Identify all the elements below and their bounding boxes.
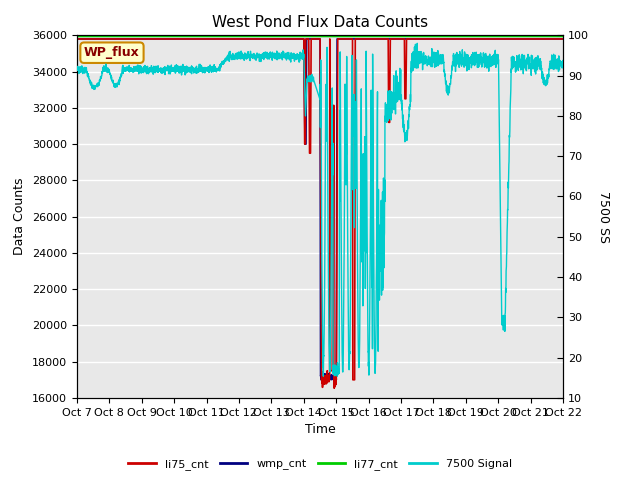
Legend: li75_cnt, wmp_cnt, li77_cnt, 7500 Signal: li75_cnt, wmp_cnt, li77_cnt, 7500 Signal (124, 455, 516, 474)
X-axis label: Time: Time (305, 423, 335, 436)
Text: WP_flux: WP_flux (84, 46, 140, 59)
Y-axis label: 7500 SS: 7500 SS (597, 191, 610, 242)
Title: West Pond Flux Data Counts: West Pond Flux Data Counts (212, 15, 428, 30)
Y-axis label: Data Counts: Data Counts (13, 178, 26, 255)
